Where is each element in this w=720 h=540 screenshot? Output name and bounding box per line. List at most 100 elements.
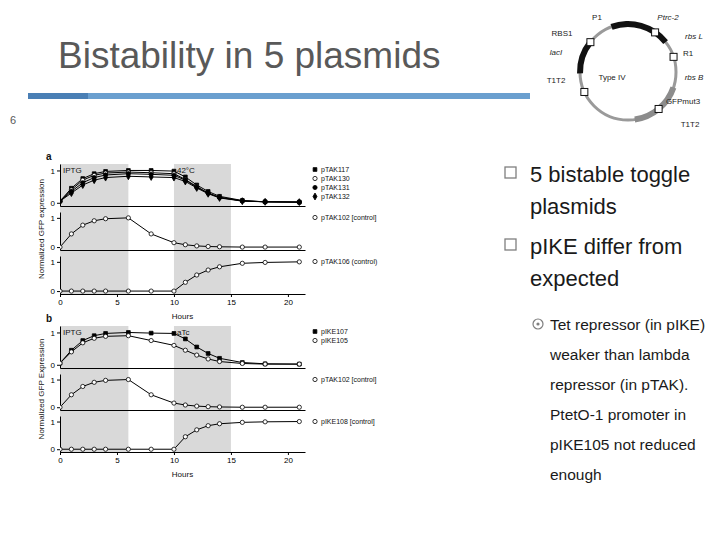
data-point xyxy=(92,447,96,451)
x-tick: 10 xyxy=(170,452,179,465)
data-point xyxy=(126,216,130,220)
tick-mark xyxy=(288,452,289,455)
data-point xyxy=(172,343,176,347)
data-point xyxy=(195,244,199,248)
tick-label: 1 xyxy=(51,329,56,338)
x-tick: 5 xyxy=(115,294,120,307)
tick-label: 1 xyxy=(51,418,56,427)
plasmid-label: R1 xyxy=(683,49,694,58)
shaded-interval xyxy=(174,164,231,294)
tick-mark xyxy=(57,332,60,333)
x-tick: 5 xyxy=(115,452,120,465)
data-point xyxy=(60,447,62,451)
y-tick: 1 xyxy=(51,167,60,176)
tick-mark xyxy=(57,218,60,219)
panel-label: b xyxy=(46,313,52,324)
tick-label: 1 xyxy=(51,214,56,223)
data-point xyxy=(92,380,96,384)
data-point xyxy=(172,332,176,336)
data-point xyxy=(218,194,222,201)
tick-label: 5 xyxy=(115,456,120,465)
data-point xyxy=(149,331,153,335)
legend-symbol xyxy=(313,330,317,334)
bullet-text: expected xyxy=(530,266,619,291)
series-line xyxy=(60,174,299,202)
plot-area xyxy=(60,419,301,451)
y-tick: 1 xyxy=(51,376,60,385)
legend: pTAK106 (control) xyxy=(313,258,377,266)
data-point xyxy=(60,361,62,365)
tick-mark xyxy=(117,452,118,455)
x-tick: 0 xyxy=(58,294,63,307)
x-tick: 20 xyxy=(284,294,293,307)
bullet-text: plasmids xyxy=(530,194,617,219)
y-tick: 0 xyxy=(51,287,60,296)
tick-label: 5 xyxy=(115,298,120,307)
tick-label: 20 xyxy=(284,298,293,307)
legend: pTAK117pTAK130pTAK131pTAK132 xyxy=(313,166,350,201)
tick-label: 0 xyxy=(51,361,56,370)
y-tick: 0 xyxy=(51,403,60,412)
data-point xyxy=(69,190,73,197)
plasmid-label: P1 xyxy=(592,13,602,22)
data-point xyxy=(149,232,153,236)
y-axis: 01 xyxy=(51,417,61,455)
bullet-marker xyxy=(505,167,516,178)
page-number: 6 xyxy=(10,114,16,126)
x-axis xyxy=(61,410,306,411)
plot-area xyxy=(60,331,301,367)
figure-panel: IPTGaTcbNormalized GFP ExpressionHours01… xyxy=(37,313,377,479)
plasmid-label: T1T2 xyxy=(681,120,700,129)
plot-area xyxy=(60,216,301,249)
plasmid-site xyxy=(581,88,588,95)
data-point xyxy=(103,447,107,451)
x-tick: 20 xyxy=(284,452,293,465)
y-axis: 01 xyxy=(51,165,61,208)
subplot: 0105101520pIKE108 [control] xyxy=(51,417,375,465)
legend-label: pTAK132 xyxy=(321,193,350,201)
data-point xyxy=(183,337,187,341)
data-point xyxy=(92,177,96,184)
y-tick: 1 xyxy=(51,258,60,267)
data-point xyxy=(69,393,73,397)
y-axis: 01 xyxy=(51,375,61,413)
y-axis-title: Normalized GFP Expression xyxy=(37,339,46,440)
shading-label: IPTG xyxy=(63,166,82,175)
x-axis: 0 5 10 15 20 xyxy=(58,294,305,307)
tick-mark xyxy=(57,407,60,408)
data-point xyxy=(297,260,301,264)
data-point xyxy=(195,428,199,432)
data-point xyxy=(81,223,85,227)
legend-label: pTAK102 [control] xyxy=(321,214,377,222)
data-point xyxy=(81,341,85,345)
plot-area xyxy=(60,169,301,206)
data-point xyxy=(92,289,96,293)
tick-label: 10 xyxy=(170,298,179,307)
data-point xyxy=(149,289,153,293)
data-point xyxy=(195,404,199,408)
panel-label: a xyxy=(46,151,52,162)
tick-mark xyxy=(117,294,118,297)
data-point xyxy=(240,405,244,409)
subplot: 01 pTAK117pTAK130pTAK131pTAK132 xyxy=(51,165,350,208)
data-point xyxy=(60,198,62,205)
data-point xyxy=(297,405,301,409)
plasmid-gene xyxy=(611,21,668,44)
series-line xyxy=(60,172,299,202)
tick-label: 0 xyxy=(51,445,56,454)
subplot: 01pTAK102 [control] xyxy=(51,375,377,413)
data-point xyxy=(103,289,107,293)
x-tick: 15 xyxy=(227,294,236,307)
data-point xyxy=(195,345,199,349)
data-point xyxy=(240,261,244,265)
tick-mark xyxy=(174,294,175,297)
data-point xyxy=(172,401,176,405)
x-axis: 05101520 xyxy=(58,452,305,465)
tick-label: 1 xyxy=(51,258,56,267)
x-axis-title: Hours xyxy=(172,312,193,321)
tick-mark xyxy=(174,452,175,455)
data-point xyxy=(60,405,62,409)
plasmid-label: rbs B xyxy=(685,73,704,82)
data-point xyxy=(206,405,210,409)
data-point xyxy=(172,289,176,293)
